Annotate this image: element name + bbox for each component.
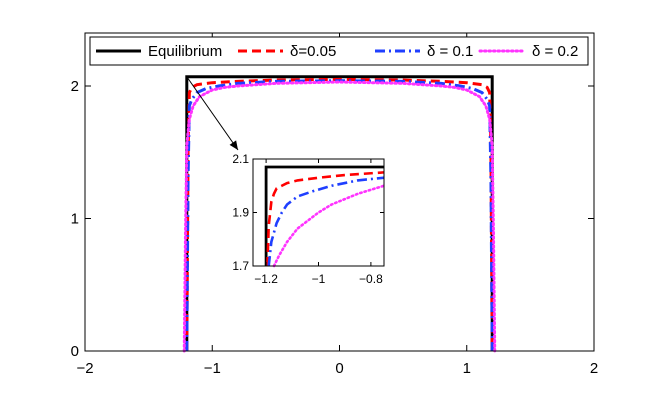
- legend: Equilibrium δ=0.05 δ = 0.1 δ = 0.2: [89, 36, 589, 66]
- inset-y-tick-label: 1.7: [232, 259, 249, 273]
- inset-axes-border: [252, 158, 385, 267]
- zoom-arrow-head: [229, 140, 238, 150]
- inset-series-3: [272, 184, 386, 268]
- inset-y-tick-label: 2.1: [232, 152, 249, 166]
- inset-series-1: [266, 171, 385, 267]
- zoom-arrow: [186, 76, 239, 151]
- inset-x-tick-label: −1: [312, 272, 326, 286]
- main-y-tick-label: 0: [71, 343, 79, 360]
- inset-x-tick-label: −1.2: [254, 272, 278, 286]
- legend-label-2: δ = 0.1: [427, 43, 473, 60]
- inset-y-tick-label: 1.9: [232, 206, 249, 220]
- main-series-3: [182, 80, 497, 353]
- inset-x-tick-label: −0.8: [359, 272, 383, 286]
- main-x-tick-label: −2: [76, 360, 93, 377]
- legend-label-3: δ = 0.2: [532, 43, 578, 60]
- legend-label-0: Equilibrium: [148, 43, 222, 60]
- inset-series-2: [267, 176, 385, 267]
- main-x-tick-label: 2: [590, 360, 598, 377]
- main-y-tick-label: 2: [71, 78, 79, 95]
- inset-plot: −1.2 −1 −0.8 1.7 1.9 2.1: [232, 152, 386, 286]
- main-y-tick-label: 1: [71, 211, 79, 228]
- main-axes-border: [84, 32, 595, 352]
- main-series-2: [185, 79, 494, 352]
- zoom-arrow-line: [186, 76, 239, 151]
- legend-label-1: δ=0.05: [290, 43, 336, 60]
- inset-series-0: [264, 165, 384, 266]
- main-x-tick-label: 0: [335, 360, 343, 377]
- main-x-tick-label: 1: [463, 360, 471, 377]
- main-x-tick-label: −1: [204, 360, 221, 377]
